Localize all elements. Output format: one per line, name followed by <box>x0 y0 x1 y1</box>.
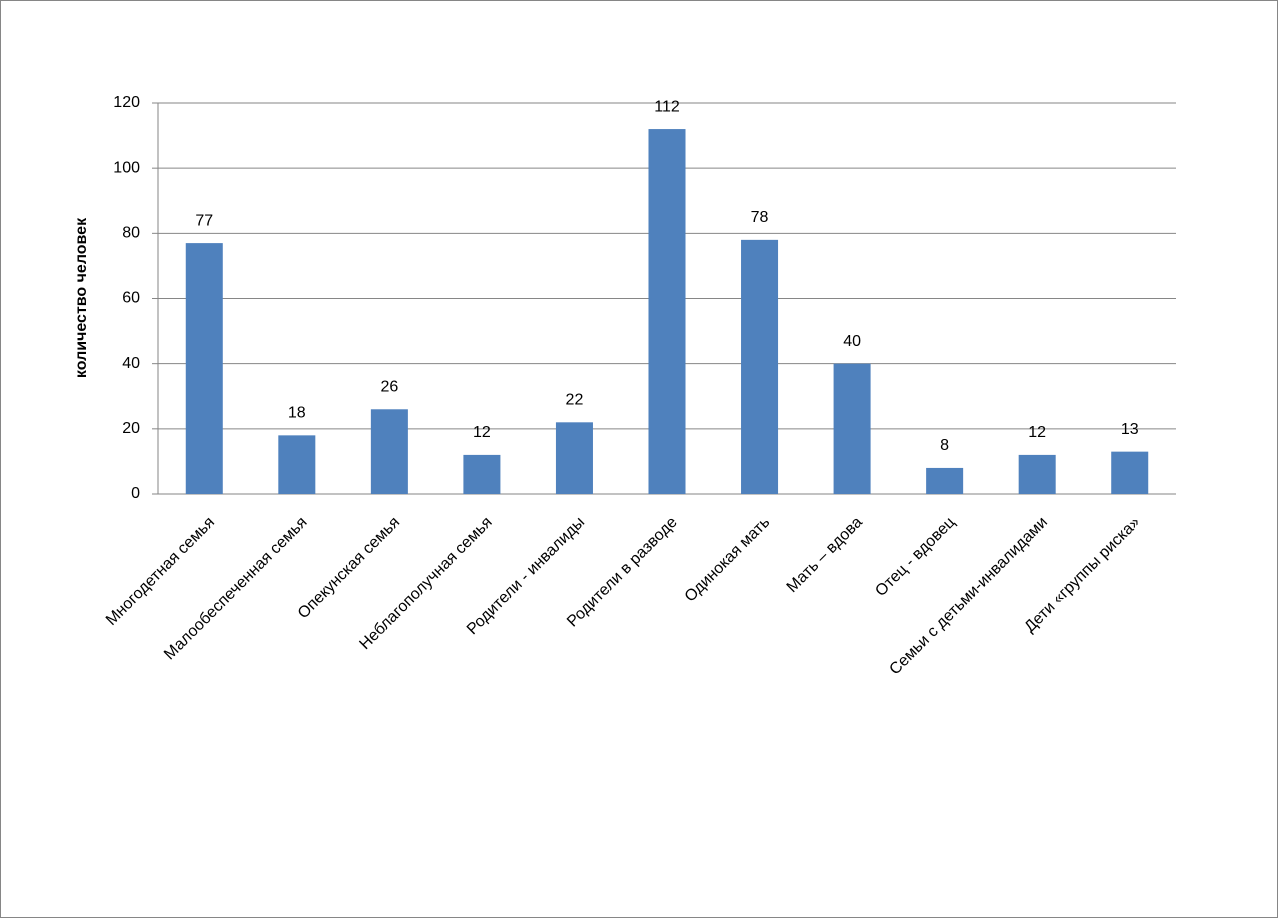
value-label: 8 <box>940 437 949 454</box>
bar <box>1111 451 1149 494</box>
value-label: 12 <box>473 424 491 441</box>
value-label: 112 <box>654 98 680 115</box>
bar <box>555 422 593 494</box>
bar <box>741 239 779 494</box>
y-tick-label: 120 <box>113 94 140 111</box>
y-tick-label: 20 <box>122 420 140 437</box>
bar <box>833 363 871 494</box>
y-axis-label: количество человек <box>73 217 90 378</box>
value-label: 40 <box>843 333 861 350</box>
y-tick-label: 80 <box>122 225 140 242</box>
bar <box>1018 454 1056 494</box>
value-label: 22 <box>566 392 584 409</box>
y-tick-label: 60 <box>122 290 140 307</box>
value-label: 13 <box>1121 421 1139 438</box>
value-label: 78 <box>751 209 769 226</box>
y-tick-label: 100 <box>113 159 140 176</box>
value-label: 26 <box>380 379 398 396</box>
y-tick-label: 0 <box>131 485 140 502</box>
bar <box>370 409 408 494</box>
bar <box>185 243 223 494</box>
bar <box>648 129 686 495</box>
bar <box>278 435 316 494</box>
y-tick-label: 40 <box>122 355 140 372</box>
bar <box>926 467 964 494</box>
value-label: 12 <box>1028 424 1046 441</box>
value-label: 77 <box>195 212 213 229</box>
bar <box>463 454 501 494</box>
value-label: 18 <box>288 405 306 422</box>
